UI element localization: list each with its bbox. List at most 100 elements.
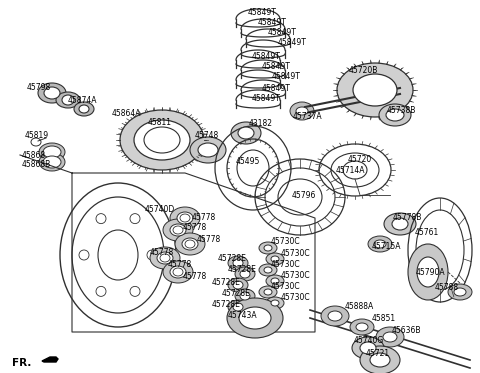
Ellipse shape <box>56 92 80 108</box>
Ellipse shape <box>266 297 284 309</box>
Ellipse shape <box>233 303 243 311</box>
Ellipse shape <box>177 212 193 224</box>
Text: 45740D: 45740D <box>145 205 175 214</box>
Text: 45740G: 45740G <box>354 336 384 345</box>
Text: 45495: 45495 <box>236 157 260 166</box>
Text: 45849T: 45849T <box>272 72 301 81</box>
Text: 45715A: 45715A <box>372 242 401 251</box>
Ellipse shape <box>163 261 193 283</box>
Ellipse shape <box>264 245 272 251</box>
Text: 45730C: 45730C <box>271 282 300 291</box>
Ellipse shape <box>44 87 60 99</box>
Text: 45748: 45748 <box>195 131 219 140</box>
Text: 45888A: 45888A <box>345 302 374 311</box>
Ellipse shape <box>163 219 193 241</box>
Ellipse shape <box>259 264 277 276</box>
Ellipse shape <box>266 275 284 287</box>
Ellipse shape <box>321 306 349 326</box>
Text: 45730C: 45730C <box>271 260 300 269</box>
Ellipse shape <box>182 238 198 250</box>
Ellipse shape <box>290 102 314 120</box>
Ellipse shape <box>376 327 404 347</box>
Ellipse shape <box>74 102 94 116</box>
Text: 45851: 45851 <box>372 314 396 323</box>
Text: 45778B: 45778B <box>393 213 422 222</box>
Text: 45730C: 45730C <box>271 237 300 246</box>
Text: 45743A: 45743A <box>228 311 258 320</box>
Text: FR.: FR. <box>12 358 31 368</box>
Ellipse shape <box>170 224 186 236</box>
Text: 45721: 45721 <box>366 349 390 358</box>
Ellipse shape <box>448 284 472 300</box>
Text: 45728E: 45728E <box>222 289 251 298</box>
Text: 45849T: 45849T <box>278 38 307 47</box>
Text: 45778: 45778 <box>183 223 207 232</box>
Ellipse shape <box>350 319 374 335</box>
Ellipse shape <box>374 240 386 248</box>
Ellipse shape <box>328 311 342 321</box>
Ellipse shape <box>417 257 439 287</box>
Ellipse shape <box>227 298 283 338</box>
Text: 43182: 43182 <box>249 119 273 128</box>
Text: 45864A: 45864A <box>112 109 142 118</box>
Ellipse shape <box>238 127 254 139</box>
Text: 45849T: 45849T <box>252 52 281 61</box>
Text: 45730C: 45730C <box>281 271 311 280</box>
Text: 45728E: 45728E <box>212 278 241 287</box>
Ellipse shape <box>271 256 279 262</box>
Ellipse shape <box>266 253 284 265</box>
Text: 45868: 45868 <box>22 151 46 160</box>
Ellipse shape <box>352 337 384 359</box>
Text: 45730C: 45730C <box>281 293 311 302</box>
Ellipse shape <box>150 247 180 269</box>
Polygon shape <box>42 357 58 362</box>
Text: 45720B: 45720B <box>349 66 378 75</box>
Ellipse shape <box>190 137 226 163</box>
Text: 45728E: 45728E <box>218 254 247 263</box>
Ellipse shape <box>271 278 279 284</box>
Ellipse shape <box>239 307 271 329</box>
Ellipse shape <box>175 233 205 255</box>
Ellipse shape <box>353 74 397 106</box>
Text: 45849T: 45849T <box>248 8 277 17</box>
Ellipse shape <box>259 286 277 298</box>
Text: 45778: 45778 <box>183 272 207 281</box>
Text: 45811: 45811 <box>148 118 172 127</box>
Ellipse shape <box>384 213 416 235</box>
Ellipse shape <box>198 143 218 157</box>
Ellipse shape <box>296 107 308 115</box>
Text: 45778: 45778 <box>150 248 174 257</box>
Ellipse shape <box>79 105 89 113</box>
Text: 45849T: 45849T <box>252 94 281 103</box>
Ellipse shape <box>360 346 400 373</box>
Ellipse shape <box>356 323 368 331</box>
Ellipse shape <box>271 300 279 306</box>
Text: 45778: 45778 <box>192 213 216 222</box>
Text: 45796: 45796 <box>292 191 316 200</box>
Ellipse shape <box>370 353 390 367</box>
Ellipse shape <box>134 120 190 160</box>
Ellipse shape <box>228 256 248 270</box>
Ellipse shape <box>233 259 243 267</box>
Text: 45868B: 45868B <box>22 160 51 169</box>
Text: 45737A: 45737A <box>293 112 323 121</box>
Ellipse shape <box>235 289 255 303</box>
Ellipse shape <box>39 153 65 171</box>
Ellipse shape <box>170 207 200 229</box>
Ellipse shape <box>231 122 261 144</box>
Text: 45714A: 45714A <box>336 166 365 175</box>
Text: 45790A: 45790A <box>416 268 445 277</box>
Text: 45849T: 45849T <box>262 62 291 71</box>
Ellipse shape <box>233 281 243 289</box>
Text: 45761: 45761 <box>415 228 439 237</box>
Ellipse shape <box>39 143 65 161</box>
Ellipse shape <box>170 266 186 278</box>
Ellipse shape <box>157 252 173 264</box>
Text: 45738B: 45738B <box>387 106 416 115</box>
Ellipse shape <box>368 236 392 252</box>
Text: 45730C: 45730C <box>281 249 311 258</box>
Text: 45728E: 45728E <box>228 265 257 274</box>
Ellipse shape <box>38 83 66 103</box>
Text: 45849T: 45849T <box>258 18 287 27</box>
Ellipse shape <box>379 104 411 126</box>
